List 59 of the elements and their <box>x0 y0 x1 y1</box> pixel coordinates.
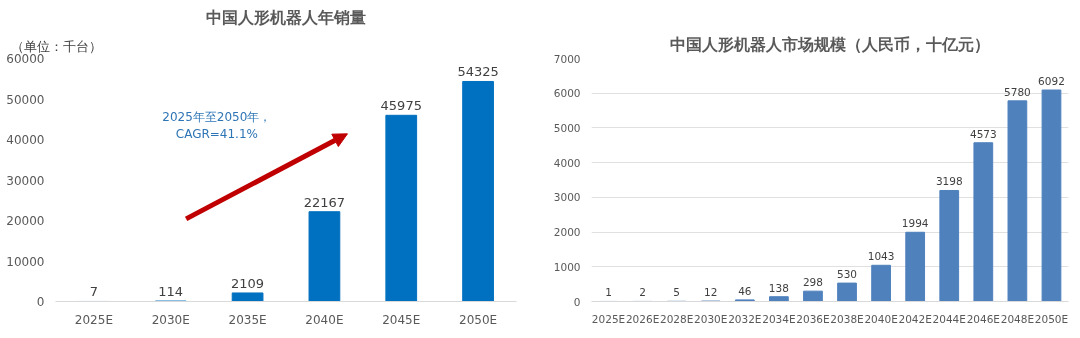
y-tick-label: 6000 <box>553 87 581 100</box>
x-tick-label: 2034E <box>762 312 796 325</box>
y-tick-label: 0 <box>573 295 581 308</box>
x-tick-label: 2040E <box>864 312 898 325</box>
data-label: 54325 <box>457 64 499 80</box>
data-label: 2 <box>639 286 646 299</box>
data-label: 138 <box>768 281 789 294</box>
data-label: 2109 <box>231 275 265 291</box>
chart-title: 中国人形机器人市场规模（人民币，十亿元） <box>670 34 990 54</box>
y-tick-label: 50000 <box>6 92 45 107</box>
x-tick-label: 2038E <box>830 312 864 325</box>
y-tick-label: 0 <box>36 295 45 309</box>
x-tick-label: 2025E <box>74 312 113 327</box>
data-label: 5780 <box>1004 85 1031 98</box>
y-tick-label: 1000 <box>553 260 581 273</box>
x-tick-label: 2025E <box>591 312 626 325</box>
data-label: 298 <box>802 276 823 289</box>
y-axis-title: （单位：千台） <box>10 38 102 54</box>
x-tick-label: 2028E <box>660 312 694 325</box>
data-label: 1043 <box>867 250 895 263</box>
y-tick-label: 5000 <box>553 121 581 134</box>
y-tick-label: 10000 <box>6 254 45 269</box>
y-tick-label: 60000 <box>6 52 45 66</box>
x-tick-label: 2026E <box>625 312 660 325</box>
chart-title: 中国人形机器人年销量 <box>206 7 366 27</box>
data-label: 530 <box>837 268 858 281</box>
x-tick-label: 2050E <box>1034 312 1069 325</box>
data-label: 46 <box>738 284 752 297</box>
x-tick-label: 2042E <box>898 312 932 325</box>
y-tick-label: 7000 <box>553 52 581 65</box>
y-tick-label: 30000 <box>6 173 45 188</box>
y-tick-label: 40000 <box>6 133 45 147</box>
x-tick-label: 2036E <box>796 312 830 325</box>
data-label: 3198 <box>935 175 963 188</box>
x-tick-label: 2048E <box>1000 312 1035 325</box>
x-tick-label: 2030E <box>151 312 190 327</box>
x-tick-label: 2046E <box>966 312 1000 325</box>
y-tick-label: 4000 <box>553 156 581 169</box>
data-label: 114 <box>158 284 184 300</box>
data-label: 12 <box>704 286 718 299</box>
y-tick-label: 20000 <box>6 214 45 228</box>
data-label: 4573 <box>969 127 997 140</box>
x-tick-label: 2044E <box>932 312 966 325</box>
x-tick-label: 2040E <box>305 312 344 327</box>
data-label: 1 <box>605 286 612 299</box>
data-label: 7 <box>89 284 99 300</box>
data-label: 22167 <box>303 194 346 210</box>
x-tick-label: 2050E <box>459 312 498 327</box>
data-label: 45975 <box>380 98 422 114</box>
data-label: 5 <box>673 286 681 299</box>
y-tick-label: 2000 <box>553 226 581 239</box>
x-tick-label: 2035E <box>228 312 267 327</box>
annotation: 2025年至2050年， CAGR=41.1% <box>162 110 272 142</box>
y-tick-label: 3000 <box>553 191 581 204</box>
x-tick-label: 2032E <box>728 312 762 325</box>
data-label: 6092 <box>1038 75 1065 88</box>
x-tick-label: 2030E <box>694 312 728 325</box>
x-tick-label: 2045E <box>382 312 421 327</box>
data-label: 1994 <box>901 217 929 230</box>
